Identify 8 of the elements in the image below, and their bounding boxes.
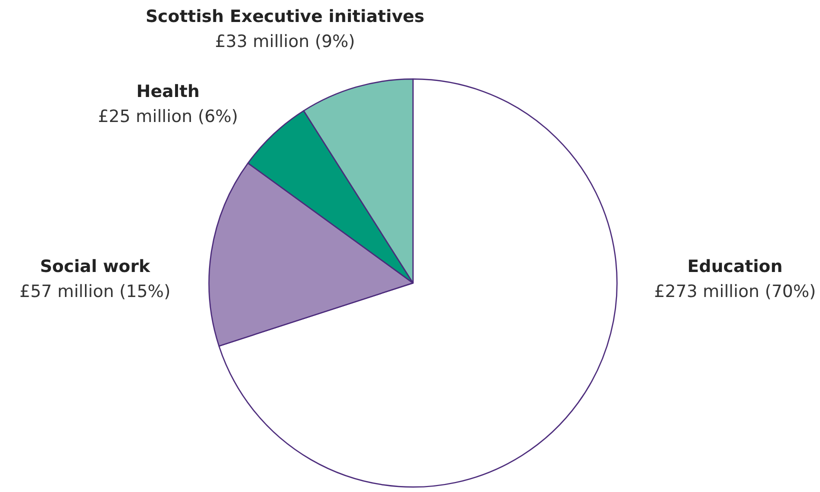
data-label: £25 million (6%) — [98, 107, 238, 127]
slice-label: Scottish Executive initiatives — [146, 7, 424, 27]
slice-label: Social work — [40, 257, 151, 277]
slice-label: Health — [136, 82, 200, 102]
data-label: £273 million (70%) — [654, 282, 816, 302]
slice-label: Education — [687, 257, 783, 277]
data-label: £57 million (15%) — [20, 282, 170, 302]
data-label: £33 million (9%) — [214, 32, 356, 52]
